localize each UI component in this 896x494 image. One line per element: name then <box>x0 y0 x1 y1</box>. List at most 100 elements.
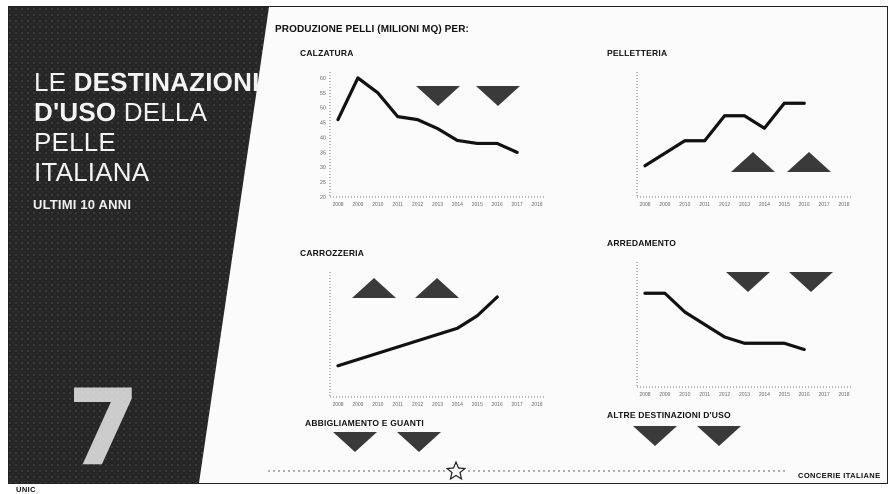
y-tick-label: 25 <box>320 180 326 186</box>
triangle-down-icon <box>397 432 441 452</box>
triangle-down-icon <box>789 272 833 292</box>
x-tick-label: 2014 <box>452 402 463 408</box>
x-tick-label: 2009 <box>659 392 670 398</box>
y-tick-label: 50 <box>320 106 326 112</box>
chart-svg: 2008 2009 2010 2011 2012 2013 2014 2015 2016 2017… <box>636 72 852 208</box>
series-line <box>336 76 519 154</box>
triangle-down-icon <box>476 86 520 106</box>
title-line2a: D'USO <box>34 97 117 127</box>
x-tick-label: 2011 <box>699 202 710 208</box>
main-title: PRODUZIONE PELLI (MILIONI MQ) PER: <box>275 24 469 35</box>
x-tick-label: 2017 <box>819 202 830 208</box>
badge-shape <box>397 432 441 452</box>
variation-badge <box>726 270 770 292</box>
badge-shape <box>731 152 775 172</box>
x-tick-label: 2013 <box>739 202 750 208</box>
x-tick-label: 2013 <box>432 402 443 408</box>
section-title: ALTRE DESTINAZIONI D'USO <box>607 410 731 420</box>
x-tick-label: 2014 <box>759 392 770 398</box>
series-line <box>643 101 806 168</box>
series-line <box>336 295 499 368</box>
triangle-up-icon <box>787 152 831 172</box>
x-tick-label: 2016 <box>799 392 810 398</box>
x-tick-label: 2015 <box>472 402 483 408</box>
x-tick-label: 2010 <box>679 392 690 398</box>
badge-shape <box>352 278 396 298</box>
badge-shape <box>697 426 741 446</box>
chart-title: ARREDAMENTO <box>607 238 677 248</box>
x-tick-label: 2008 <box>639 392 650 398</box>
triangle-down-icon <box>416 86 460 106</box>
variation-badge <box>633 424 677 446</box>
footer-dotted-line <box>268 470 788 472</box>
x-tick-label: 2010 <box>372 202 383 208</box>
triangle-down-icon <box>333 432 377 452</box>
x-tick-label: 2017 <box>512 402 523 408</box>
x-tick-label: 2011 <box>392 402 403 408</box>
variation-badge <box>476 84 520 106</box>
variation-badge <box>731 152 775 174</box>
y-tick-label: 55 <box>320 91 326 97</box>
x-tick-label: 2012 <box>412 202 423 208</box>
star-icon <box>446 461 466 481</box>
x-tick-label: 2010 <box>679 202 690 208</box>
x-tick-label: 2008 <box>639 202 650 208</box>
chart-svg: 20 25 30 35 40 45 50 55 60 2008 2009 2010 2011 2012 20… <box>320 72 545 208</box>
x-tick-label: 2018 <box>531 402 542 408</box>
badge-shape <box>333 432 377 452</box>
badge-shape <box>789 272 833 292</box>
triangle-down-icon <box>633 426 677 446</box>
x-tick-label: 2008 <box>332 402 343 408</box>
x-tick-label: 2009 <box>659 202 670 208</box>
x-tick-label: 2011 <box>392 202 403 208</box>
x-tick-label: 2018 <box>838 202 849 208</box>
badge-shape <box>415 278 459 298</box>
y-tick-label: 60 <box>320 76 326 82</box>
triangle-down-icon <box>697 426 741 446</box>
x-tick-label: 2017 <box>512 202 523 208</box>
x-tick-label: 2012 <box>412 402 423 408</box>
chart-svg: 2008 2009 2010 2011 2012 2013 2014 2015 2016 2017… <box>329 272 545 408</box>
footer-right: CONCERIE ITALIANE <box>798 471 881 480</box>
panel-shape <box>9 7 269 483</box>
chart-svg: 2008 2009 2010 2011 2012 2013 2014 2015 2016 2017… <box>636 262 852 398</box>
triangle-up-icon <box>352 278 396 298</box>
title-line3: PELLE <box>34 127 116 157</box>
triangle-down-icon <box>726 272 770 292</box>
panel-number: 7 <box>67 367 141 489</box>
chart-title: CALZATURA <box>300 48 354 58</box>
variation-badge <box>397 430 441 452</box>
x-tick-label: 2016 <box>492 402 503 408</box>
x-tick-label: 2012 <box>719 392 730 398</box>
x-tick-label: 2012 <box>719 202 730 208</box>
triangle-up-icon <box>415 278 459 298</box>
chart-title: CARROZZERIA <box>300 248 365 258</box>
footer-left: UNIC <box>16 485 36 494</box>
x-tick-label: 2009 <box>352 202 363 208</box>
x-tick-label: 2014 <box>759 202 770 208</box>
title-line2b: DELLA <box>116 97 208 127</box>
variation-badge <box>416 84 460 106</box>
y-tick-label: 20 <box>320 195 326 201</box>
badge-shape <box>633 426 677 446</box>
y-tick-label: 30 <box>320 165 326 171</box>
section-title: ABBIGLIAMENTO E GUANTI <box>305 418 424 428</box>
x-tick-label: 2016 <box>492 202 503 208</box>
badge-shape <box>726 272 770 292</box>
badge-shape <box>787 152 831 172</box>
x-tick-label: 2018 <box>531 202 542 208</box>
y-tick-label: 40 <box>320 135 326 141</box>
panel-title: LE DESTINAZIONI D'USO DELLA PELLE ITALIA… <box>34 67 260 187</box>
y-tick-label: 45 <box>320 121 326 127</box>
title-line1b: DESTINAZIONI <box>73 67 260 97</box>
title-line4: ITALIANA <box>34 157 150 187</box>
x-tick-label: 2013 <box>432 202 443 208</box>
x-tick-label: 2015 <box>779 202 790 208</box>
title-line1a: LE <box>34 67 74 97</box>
variation-badge <box>352 278 396 300</box>
variation-badge <box>787 152 831 174</box>
x-tick-label: 2017 <box>819 392 830 398</box>
x-tick-label: 2018 <box>838 392 849 398</box>
panel-background <box>9 7 269 483</box>
series-line <box>643 291 806 352</box>
